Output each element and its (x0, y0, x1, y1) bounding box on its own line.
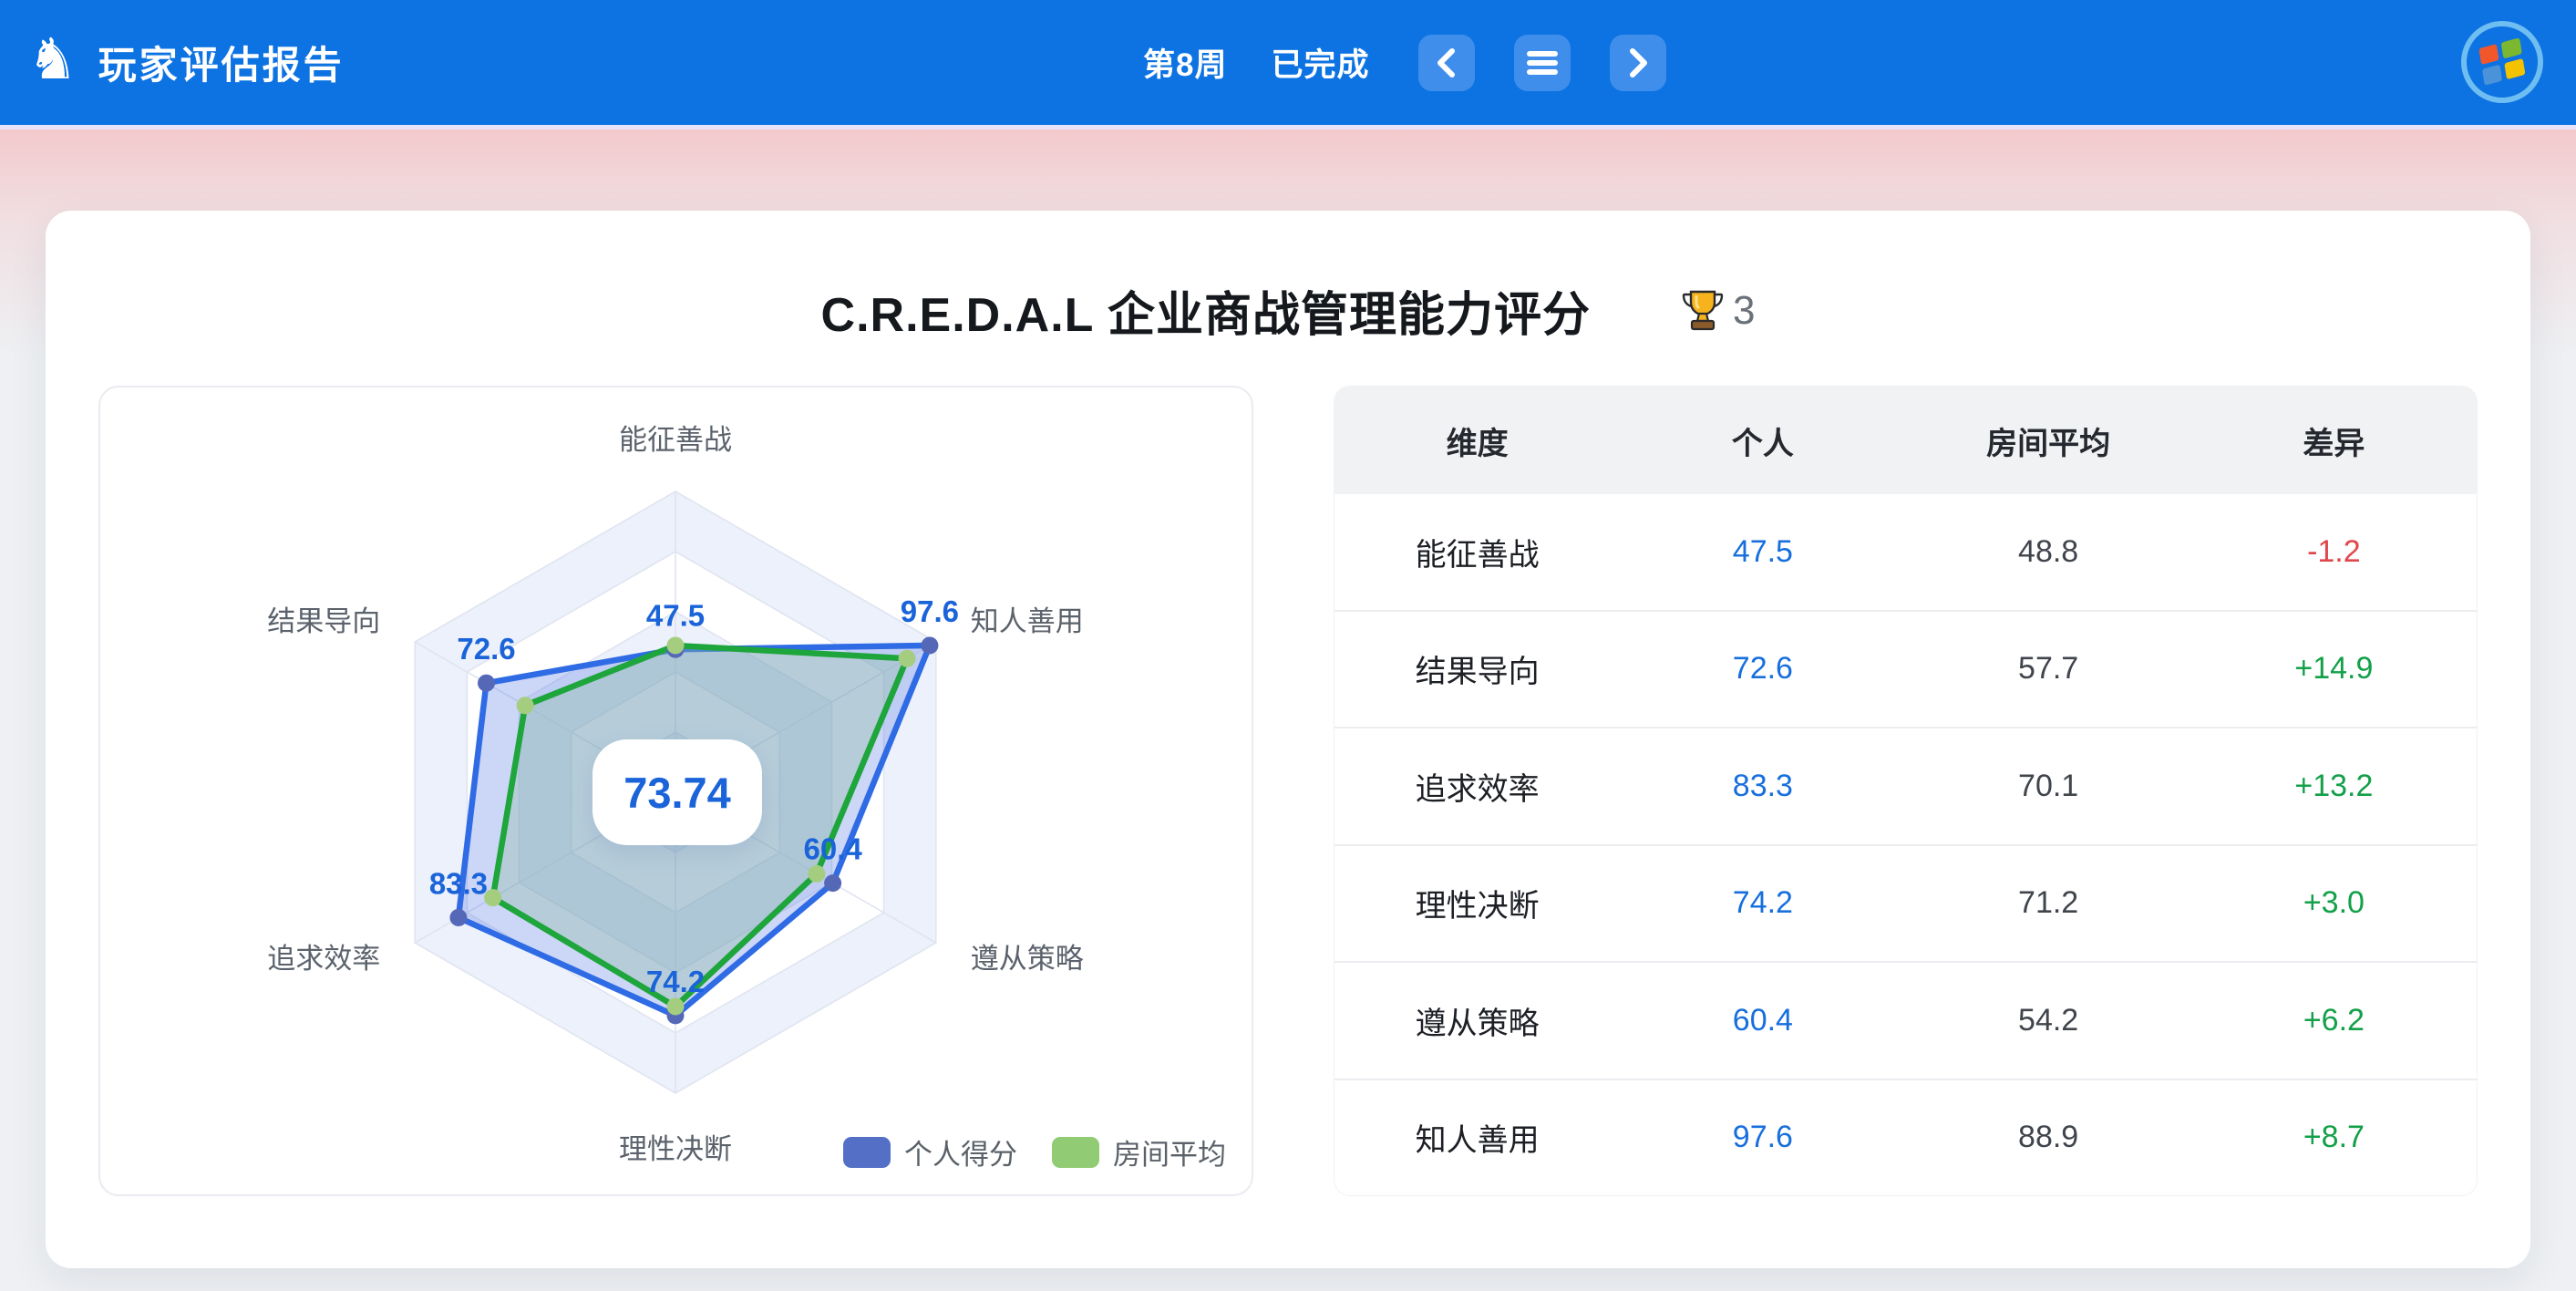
dimension-cell: 能征善战 (1415, 537, 1540, 573)
value-label: 72.6 (457, 632, 515, 666)
value-label: 83.3 (429, 866, 488, 900)
dimension-cell: 结果导向 (1415, 655, 1540, 690)
legend-item[interactable]: 个人得分 (843, 1131, 1017, 1172)
personal-score-cell: 97.6 (1732, 1120, 1793, 1155)
legend-label: 个人得分 (904, 1139, 1017, 1171)
personal-score-cell: 83.3 (1732, 768, 1793, 803)
diff-cell: -1.2 (2307, 533, 2361, 569)
score-table-panel: 维度 个人 房间平均 差异 能征善战 47.5 48.8 -1.2 结果导向 72.6 57… (1334, 386, 2478, 1196)
header-nav (1418, 0, 1666, 125)
report-title: C.R.E.D.A.L 企业商战管理能力评分 (820, 289, 1591, 342)
data-point (808, 864, 826, 883)
dimension-cell: 知人善用 (1415, 1123, 1540, 1159)
data-point (478, 674, 496, 692)
table-row: 理性决断 74.2 71.2 +3.0 (1334, 843, 2477, 961)
app-header: ♞ 玩家评估报告 第8周 已完成 (0, 0, 2576, 125)
value-label: 60.4 (803, 832, 862, 866)
diff-cell: +6.2 (2303, 1002, 2365, 1038)
table-header-row: 维度 个人 房间平均 差异 (1334, 387, 2477, 494)
chevron-right-icon (1630, 47, 1647, 77)
axis-name-label: 追求效率 (267, 943, 380, 975)
data-point (898, 649, 916, 667)
room-average-cell: 54.2 (2018, 1002, 2079, 1038)
room-average-cell: 70.1 (2018, 768, 2079, 803)
trophy-group: 3 (1682, 288, 1755, 334)
data-point (666, 636, 685, 655)
dimension-cell: 理性决断 (1415, 889, 1540, 924)
radar-markers (484, 636, 916, 1016)
personal-score-cell: 72.6 (1732, 651, 1793, 687)
radar-value-labels: 47.5 97.6 60.4 74.2 83.3 72.6 (429, 594, 959, 998)
room-average-cell: 48.8 (2018, 533, 2079, 569)
status-label: 已完成 (1271, 47, 1370, 83)
axis-name-label: 理性决断 (619, 1133, 732, 1165)
table-row: 遵从策略 60.4 54.2 +6.2 (1334, 961, 2477, 1079)
data-point (516, 697, 534, 715)
value-label: 97.6 (901, 594, 959, 628)
room-average-cell: 88.9 (2018, 1120, 2079, 1155)
personal-score-cell: 60.4 (1732, 1002, 1793, 1038)
diff-cell: +8.7 (2303, 1120, 2365, 1155)
brand: ♞ 玩家评估报告 (27, 0, 345, 125)
prev-week-button[interactable] (1418, 34, 1475, 91)
personal-score-cell: 74.2 (1732, 885, 1793, 921)
data-point (484, 889, 502, 907)
room-average-cell: 57.7 (2018, 651, 2079, 687)
room-average-cell: 71.2 (2018, 885, 2079, 921)
radar-chart-panel: 47.5 97.6 60.4 74.2 83.3 72.6 能征善战 知人善用 遵从策略 理性决断… (98, 386, 1253, 1196)
week-status: 第8周 已完成 (1143, 0, 1369, 125)
menu-button[interactable] (1514, 34, 1571, 91)
dimension-cell: 追求效率 (1415, 771, 1540, 807)
value-label: 74.2 (646, 965, 705, 998)
axis-name-label: 结果导向 (267, 605, 380, 637)
dimension-cell: 遵从策略 (1415, 1006, 1540, 1041)
value-label: 47.5 (646, 598, 705, 632)
table-row: 结果导向 72.6 57.7 +14.9 (1334, 609, 2477, 727)
overall-score-box: 73.74 (592, 739, 762, 845)
report-title-row: C.R.E.D.A.L 企业商战管理能力评分 3 (46, 276, 2530, 345)
trophy-count: 3 (1732, 287, 1756, 333)
data-point (449, 908, 468, 926)
personal-score-cell: 47.5 (1732, 533, 1793, 569)
diff-cell: +14.9 (2294, 651, 2374, 687)
diff-cell: +3.0 (2303, 885, 2365, 921)
legend-item[interactable]: 房间平均 (1052, 1131, 1226, 1172)
table-row: 能征善战 47.5 48.8 -1.2 (1334, 494, 2477, 610)
chart-legend: 个人得分 房间平均 (843, 1131, 1226, 1172)
header-divider (0, 125, 2576, 129)
app-title: 玩家评估报告 (98, 44, 345, 87)
menu-icon (1527, 50, 1558, 75)
col-header-personal: 个人 (1731, 426, 1794, 461)
table-row: 追求效率 83.3 70.1 +13.2 (1334, 727, 2477, 844)
windows-logo-icon[interactable] (2459, 19, 2545, 105)
col-header-diff: 差异 (2303, 426, 2365, 461)
axis-name-label: 能征善战 (619, 424, 732, 456)
axis-name-label: 遵从策略 (971, 943, 1084, 975)
week-label: 第8周 (1143, 47, 1228, 83)
legend-swatch (1052, 1136, 1099, 1168)
data-point (921, 636, 939, 655)
axis-name-label: 知人善用 (971, 605, 1084, 637)
data-point (666, 997, 685, 1016)
overall-score: 73.74 (623, 768, 731, 817)
col-header-dimension: 维度 (1446, 426, 1509, 461)
trophy-icon (1682, 290, 1724, 330)
knight-logo-icon: ♞ (27, 27, 78, 91)
report-card: C.R.E.D.A.L 企业商战管理能力评分 3 47.5 97.6 60.4 74.… (46, 211, 2530, 1268)
legend-swatch (843, 1136, 891, 1168)
col-header-room-avg: 房间平均 (1986, 426, 2111, 461)
table-row: 知人善用 97.6 88.9 +8.7 (1334, 1078, 2477, 1195)
legend-label: 房间平均 (1113, 1139, 1226, 1171)
chevron-left-icon (1437, 47, 1455, 77)
table-body: 能征善战 47.5 48.8 -1.2 结果导向 72.6 57.7 +14.9 追求效率 83.… (1334, 494, 2477, 1195)
data-point (824, 874, 842, 893)
next-week-button[interactable] (1610, 34, 1666, 91)
diff-cell: +13.2 (2294, 768, 2374, 803)
